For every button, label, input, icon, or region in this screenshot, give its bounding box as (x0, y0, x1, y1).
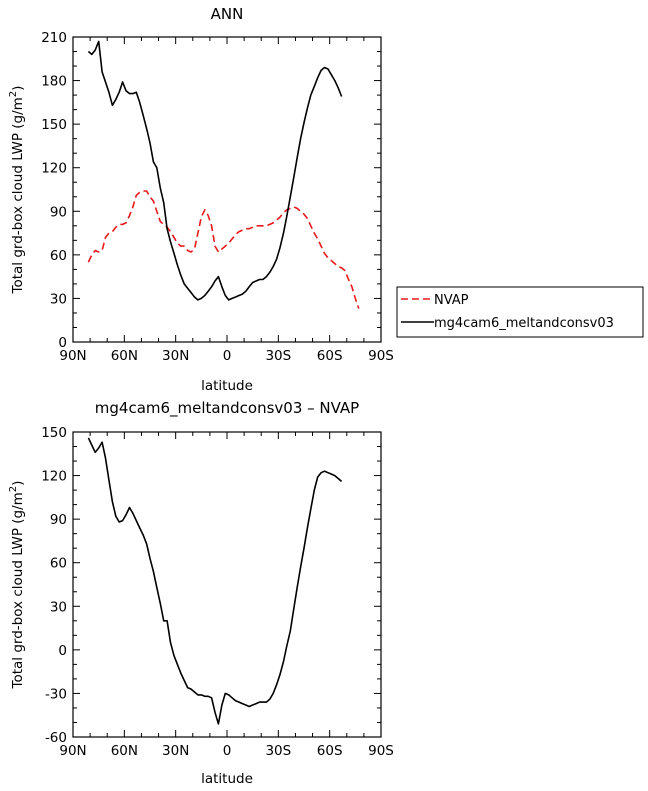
y-tick-label: 0 (58, 335, 67, 351)
y-tick-label: 180 (41, 74, 67, 90)
y-tick-label: 150 (41, 117, 67, 133)
legend-label: NVAP (434, 293, 469, 308)
y-axis-label-tail: ) (10, 86, 26, 91)
x-tick-label: 0 (223, 348, 232, 364)
plot-frame (72, 431, 382, 738)
x-tick-label: 30S (265, 743, 291, 759)
x-tick-label: 90N (59, 348, 86, 364)
x-tick-label: 30N (162, 743, 189, 759)
x-tick-label: 60S (317, 348, 343, 364)
y-tick-label: 90 (50, 512, 67, 528)
x-tick-label: 60N (111, 743, 138, 759)
x-axis-label: latitude (201, 378, 253, 394)
chart-panel-2: mg4cam6_meltandconsv03 – NVAP 90N 60N 30N 0 3… (8, 399, 394, 787)
x-axis-label: latitude (201, 771, 253, 787)
y-tick-label: 210 (41, 30, 67, 46)
y-tick-label: 120 (41, 161, 67, 177)
x-tick-label: 60N (111, 348, 138, 364)
x-tick-label: 30S (265, 348, 291, 364)
y-tick-label: 0 (58, 643, 67, 659)
series-line-nvap (87, 190, 360, 309)
x-tick-label: 90S (368, 348, 394, 364)
y-axis-label-main: Total grd-box cloud LWP (g/m (10, 97, 26, 294)
y-axis-label: Total grd-box cloud LWP (g/m2) (8, 86, 26, 295)
y-tick-label: 30 (50, 599, 67, 615)
y-tick-label: 60 (50, 556, 67, 572)
y-axis-label-sup: 2 (8, 91, 19, 97)
y-tick-label: -60 (45, 730, 67, 746)
chart-panel-1: ANN 90N 60N 30N 0 30S 60S 90S 0 30 60 90 120 150 180 21… (8, 5, 644, 394)
legend-label: mg4cam6_meltandconsv03 (434, 316, 614, 331)
x-tick-label: 60S (317, 743, 343, 759)
x-tick-label: 0 (223, 743, 232, 759)
y-axis-label-tail: ) (10, 481, 26, 486)
legend-box (396, 286, 644, 338)
x-tick-label: 90S (368, 743, 394, 759)
series-line-difference (87, 437, 343, 725)
plot-frame (72, 36, 382, 343)
y-axis-label-main: Total grd-box cloud LWP (g/m (10, 492, 26, 689)
chart-title: ANN (211, 5, 244, 23)
y-tick-label: 120 (41, 469, 67, 485)
y-tick-label: 150 (41, 425, 67, 441)
x-tick-label: 90N (59, 743, 86, 759)
y-tick-label: 60 (50, 248, 67, 264)
series-line-mg4cam6-meltandconsv03 (87, 40, 343, 301)
y-tick-label: 90 (50, 204, 67, 220)
y-axis-label: Total grd-box cloud LWP (g/m2) (8, 481, 26, 690)
y-tick-label: -30 (45, 686, 67, 702)
chart-legend: NVAP mg4cam6_meltandconsv03 (396, 286, 644, 338)
y-axis-label-sup: 2 (8, 486, 19, 492)
chart-title: mg4cam6_meltandconsv03 – NVAP (95, 399, 359, 418)
y-tick-label: 30 (50, 291, 67, 307)
x-tick-label: 30N (162, 348, 189, 364)
